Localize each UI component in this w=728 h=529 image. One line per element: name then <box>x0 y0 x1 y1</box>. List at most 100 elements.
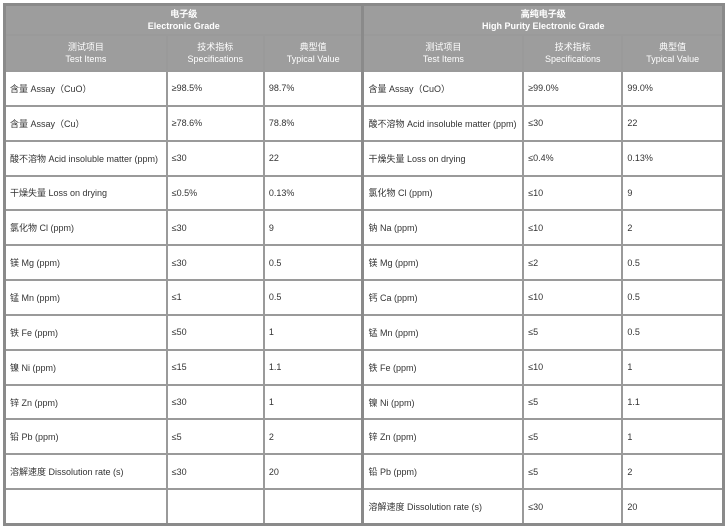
right-specifications-cell: ≤0.4% <box>522 139 624 177</box>
right-specifications-cell: ≥99.0% <box>522 70 624 107</box>
right-test-items-cell: 含量 Assay（CuO） <box>361 70 525 107</box>
column-header-cn: 典型值 <box>299 42 327 52</box>
left-test-items-cell: 溶解速度 Dissolution rate (s) <box>3 453 168 491</box>
left-typical-value-cell: 78.8% <box>262 104 364 142</box>
column-header-cn: 技术指标 <box>554 42 591 52</box>
high-purity-grade-header: 高纯电子级 High Purity Electronic Grade <box>361 3 725 36</box>
right-test-items-cell: 溶解速度 Dissolution rate (s) <box>361 488 525 526</box>
right-test-items-cell: 锌 Zn (ppm) <box>361 418 525 456</box>
left-test-items-cell: 镁 Mg (ppm) <box>3 244 168 282</box>
right-specifications-cell: ≤10 <box>522 348 624 386</box>
right-specifications-cell: ≤30 <box>522 104 624 142</box>
left-typical-value-cell: 1.1 <box>262 348 364 386</box>
column-header-en: Typical Value <box>286 54 340 64</box>
right-test-items-cell: 镍 Ni (ppm) <box>361 383 525 421</box>
right-test-items-cell: 酸不溶物 Acid insoluble matter (ppm) <box>361 104 525 142</box>
grade-title-en: Electronic Grade <box>147 21 220 31</box>
table-row: 锌 Zn (ppm) ≤30 1 镍 Ni (ppm) ≤5 1.1 <box>3 383 725 421</box>
table-row: 溶解速度 Dissolution rate (s) ≤30 20 <box>3 488 725 526</box>
left-typical-value-cell: 0.13% <box>262 174 364 212</box>
left-typical-value-cell: 1 <box>262 383 364 421</box>
right-typical-value-cell: 1 <box>621 348 725 386</box>
right-typical-value-cell: 2 <box>621 209 725 247</box>
left-specifications-cell: ≤30 <box>165 244 265 282</box>
left-specifications-cell: ≤15 <box>165 348 265 386</box>
column-header-typical-value: 典型值 Typical Value <box>262 34 364 72</box>
table-row: 氯化物 Cl (ppm) ≤30 9 钠 Na (ppm) ≤10 2 <box>3 209 725 247</box>
table-row: 铁 Fe (ppm) ≤50 1 锰 Mn (ppm) ≤5 0.5 <box>3 313 725 351</box>
right-test-items-cell: 铁 Fe (ppm) <box>361 348 525 386</box>
table-row: 溶解速度 Dissolution rate (s) ≤30 20 铅 Pb (ppm)… <box>3 453 725 491</box>
right-typical-value-cell: 0.5 <box>621 279 725 316</box>
left-typical-value-cell: 0.5 <box>262 279 364 316</box>
column-header-en: Typical Value <box>646 54 700 64</box>
left-specifications-cell: ≤30 <box>165 453 265 491</box>
left-specifications-cell: ≤30 <box>165 139 265 177</box>
right-specifications-cell: ≤5 <box>522 313 624 351</box>
left-typical-value-cell: 22 <box>262 139 364 177</box>
left-typical-value-cell: 9 <box>262 209 364 247</box>
right-test-items-cell: 干燥失量 Loss on drying <box>361 139 525 177</box>
left-typical-value-cell: 1 <box>262 313 364 351</box>
table-row: 含量 Assay（CuO） ≥98.5% 98.7% 含量 Assay（CuO） ≥99… <box>3 70 725 107</box>
right-specifications-cell: ≤10 <box>522 209 624 247</box>
column-header-en: Specifications <box>544 54 601 64</box>
right-typical-value-cell: 0.5 <box>621 313 725 351</box>
table-row: 镍 Ni (ppm) ≤15 1.1 铁 Fe (ppm) ≤10 1 <box>3 348 725 386</box>
grade-title-en: High Purity Electronic Grade <box>481 21 605 31</box>
left-specifications-cell: ≤50 <box>165 313 265 351</box>
right-specifications-cell: ≤5 <box>522 453 624 491</box>
left-typical-value-cell: 2 <box>262 418 364 456</box>
column-header-test-items: 测试项目 Test Items <box>361 34 525 72</box>
column-header-en: Specifications <box>187 54 244 64</box>
column-header-typical-value: 典型值 Typical Value <box>621 34 725 72</box>
right-test-items-cell: 钠 Na (ppm) <box>361 209 525 247</box>
column-header-specifications: 技术指标 Specifications <box>165 34 265 72</box>
left-test-items-cell: 锰 Mn (ppm) <box>3 279 168 316</box>
table-row: 镁 Mg (ppm) ≤30 0.5 镁 Mg (ppm) ≤2 0.5 <box>3 244 725 282</box>
left-typical-value-cell <box>262 488 364 526</box>
right-specifications-cell: ≤10 <box>522 174 624 212</box>
right-typical-value-cell: 9 <box>621 174 725 212</box>
right-specifications-cell: ≤5 <box>522 383 624 421</box>
left-test-items-cell: 氯化物 Cl (ppm) <box>3 209 168 247</box>
column-header-row: 测试项目 Test Items 技术指标 Specifications 典型值 Typic… <box>3 34 725 72</box>
column-header-cn: 测试项目 <box>67 42 104 52</box>
left-typical-value-cell: 0.5 <box>262 244 364 282</box>
left-test-items-cell: 含量 Assay（CuO） <box>3 70 168 107</box>
right-test-items-cell: 铅 Pb (ppm) <box>361 453 525 491</box>
left-specifications-cell: ≥78.6% <box>165 104 265 142</box>
right-specifications-cell: ≤5 <box>522 418 624 456</box>
left-specifications-cell: ≤5 <box>165 418 265 456</box>
grade-header-row: 电子级 Electronic Grade 高纯电子级 High Purity E… <box>3 3 725 36</box>
left-typical-value-cell: 98.7% <box>262 70 364 107</box>
left-test-items-cell: 铁 Fe (ppm) <box>3 313 168 351</box>
left-specifications-cell: ≥98.5% <box>165 70 265 107</box>
electronic-grade-header: 电子级 Electronic Grade <box>3 3 364 36</box>
grade-title-cn: 电子级 <box>170 9 198 19</box>
column-header-specifications: 技术指标 Specifications <box>522 34 624 72</box>
right-typical-value-cell: 0.5 <box>621 244 725 282</box>
right-typical-value-cell: 1.1 <box>621 383 725 421</box>
right-test-items-cell: 锰 Mn (ppm) <box>361 313 525 351</box>
right-test-items-cell: 氯化物 Cl (ppm) <box>361 174 525 212</box>
left-test-items-cell: 锌 Zn (ppm) <box>3 383 168 421</box>
right-typical-value-cell: 20 <box>621 488 725 526</box>
right-typical-value-cell: 2 <box>621 453 725 491</box>
column-header-en: Test Items <box>422 54 464 64</box>
left-test-items-cell: 镍 Ni (ppm) <box>3 348 168 386</box>
right-typical-value-cell: 1 <box>621 418 725 456</box>
table-row: 锰 Mn (ppm) ≤1 0.5 钙 Ca (ppm) ≤10 0.5 <box>3 279 725 316</box>
table-row: 铅 Pb (ppm) ≤5 2 锌 Zn (ppm) ≤5 1 <box>3 418 725 456</box>
left-test-items-cell: 干燥失量 Loss on drying <box>3 174 168 212</box>
left-typical-value-cell: 20 <box>262 453 364 491</box>
left-test-items-cell: 酸不溶物 Acid insoluble matter (ppm) <box>3 139 168 177</box>
left-specifications-cell: ≤30 <box>165 383 265 421</box>
right-test-items-cell: 钙 Ca (ppm) <box>361 279 525 316</box>
left-test-items-cell: 含量 Assay（Cu） <box>3 104 168 142</box>
right-typical-value-cell: 99.0% <box>621 70 725 107</box>
column-header-cn: 典型值 <box>659 42 687 52</box>
table-row: 干燥失量 Loss on drying ≤0.5% 0.13% 氯化物 Cl (ppm… <box>3 174 725 212</box>
left-specifications-cell: ≤30 <box>165 209 265 247</box>
right-typical-value-cell: 22 <box>621 104 725 142</box>
